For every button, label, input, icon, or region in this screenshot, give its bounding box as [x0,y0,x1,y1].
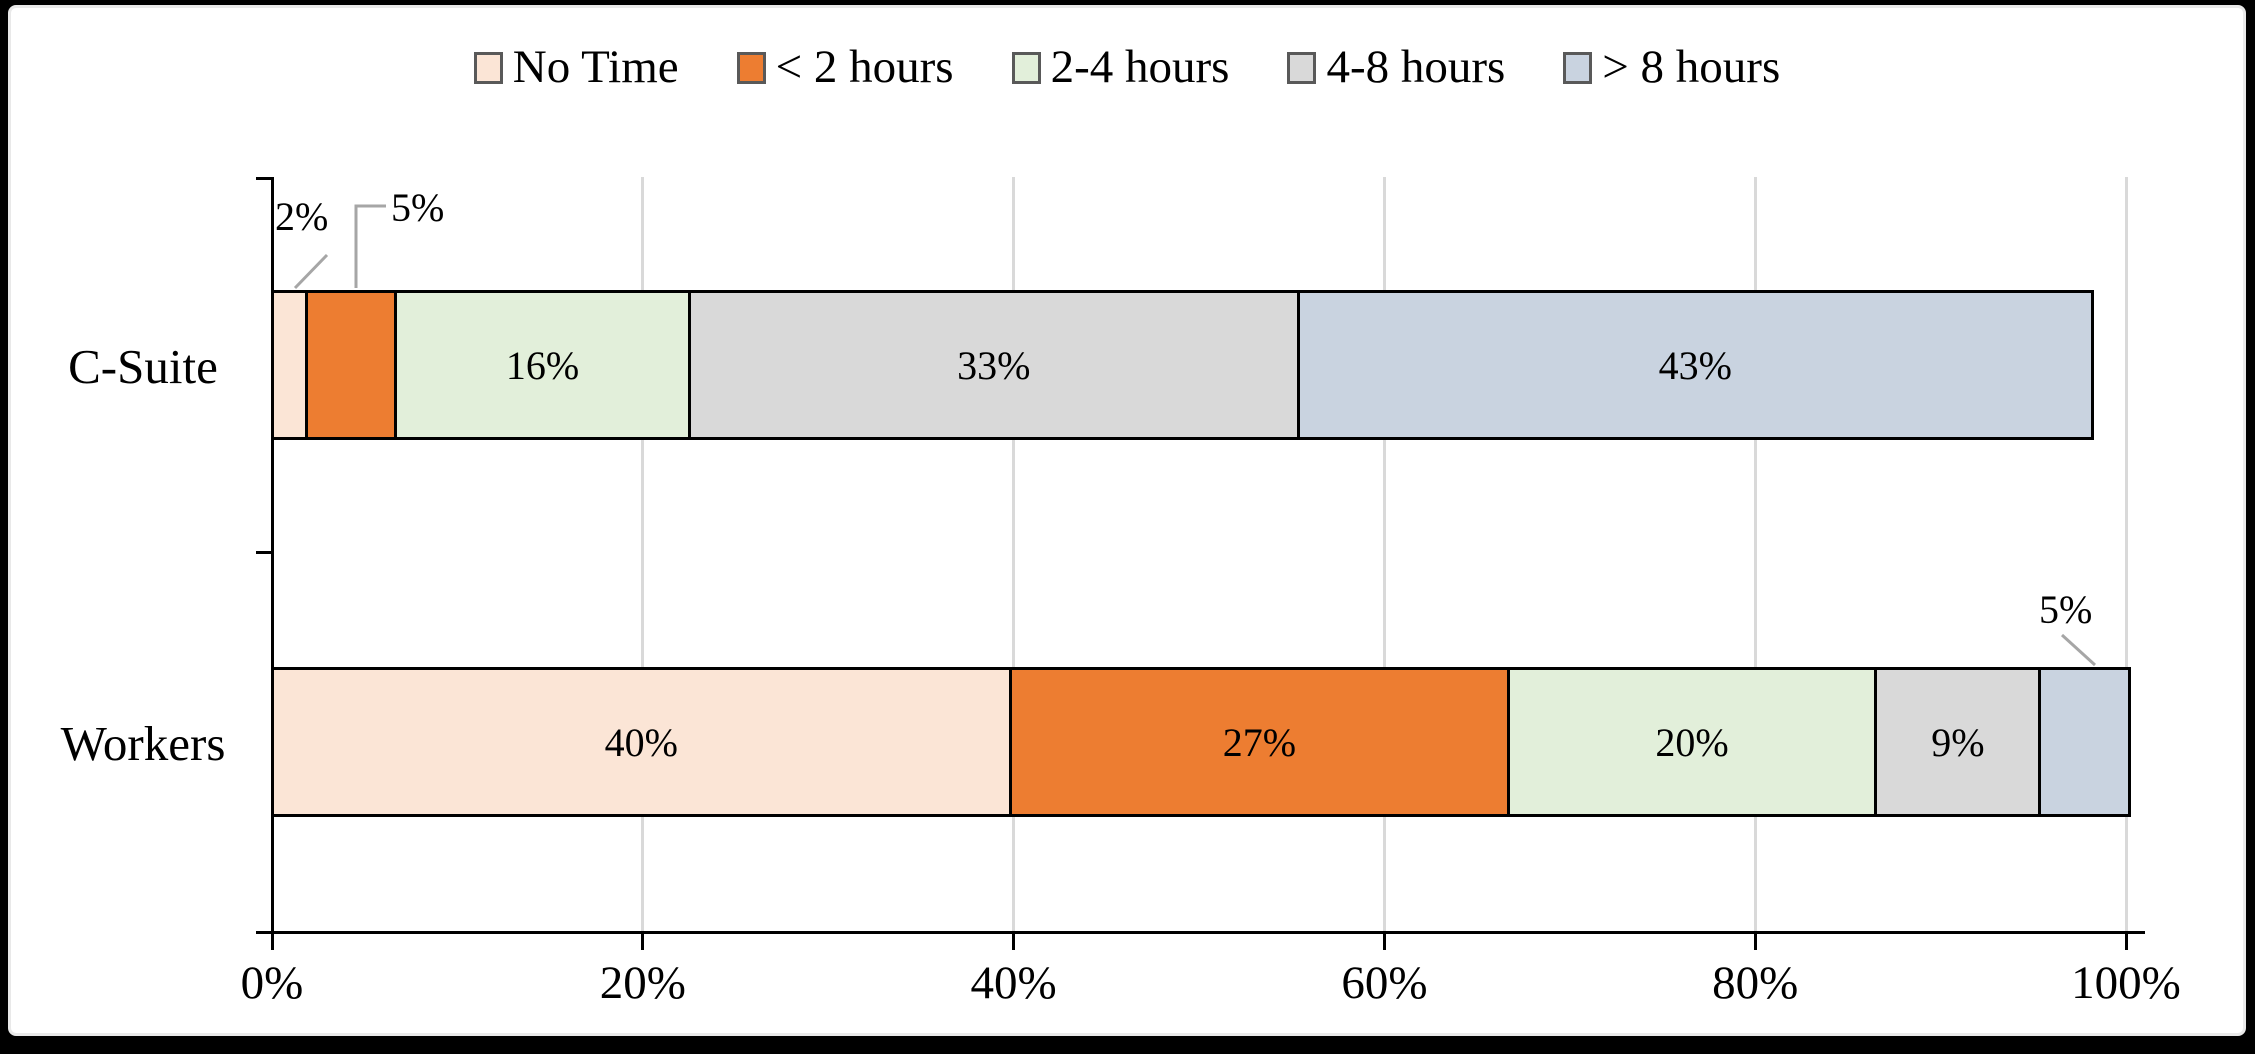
legend-label: 2-4 hours [1050,41,1230,93]
stacked-bar-workers: 40% 27% 20% 9% [270,667,2132,817]
category-label: Workers [60,716,226,771]
data-label: 43% [1658,342,1732,388]
bar-segment: 27% [1009,667,1510,817]
leader-line [354,204,386,288]
leader-line [293,253,329,290]
gridline [641,177,645,931]
category-label: C-Suite [68,339,218,394]
x-axis-tick [1753,931,1757,950]
legend-label: 4-8 hours [1326,41,1506,93]
callout-data-label: 5% [391,185,445,230]
gridline [1753,177,1757,931]
y-axis-category-tick [256,551,272,554]
x-axis-tick-label: 80% [1712,957,1799,1009]
gridline [2124,177,2128,931]
legend-item: No Time [473,41,679,93]
x-axis-tick [1012,931,1016,950]
x-axis-tick [270,931,274,950]
leader-line [2060,633,2097,667]
bar-segment: 40% [270,667,1013,817]
bar-segment: 43% [1296,290,2094,440]
data-label: 40% [604,719,678,765]
x-axis-tick [2124,931,2128,950]
x-axis-tick-label: 100% [2071,957,2181,1009]
callout-data-label: 5% [2039,587,2093,632]
chart-legend: No Time < 2 hours 2-4 hours 4-8 hours > 8 ho… [11,44,2243,91]
y-axis-category-tick [256,177,272,180]
bar-segment [2038,667,2132,817]
legend-item: < 2 hours [736,41,954,93]
bar-segment: 16% [394,290,691,440]
legend-item: 2-4 hours [1011,41,1230,93]
y-axis-category-tick [256,931,272,934]
x-axis-tick-label: 60% [1341,957,1428,1009]
x-axis-tick-label: 0% [240,957,304,1009]
legend-label: No Time [512,41,679,93]
legend-swatch-icon [1563,51,1593,84]
callout-leader-lines [293,204,2097,667]
legend-swatch-icon [1011,51,1041,84]
chart-canvas: No Time < 2 hours 2-4 hours 4-8 hours > 8 ho… [8,5,2246,1036]
bar-segment [304,290,398,440]
bar-segment: 9% [1874,667,2042,817]
data-label: 33% [957,342,1031,388]
legend-label: < 2 hours [775,41,954,93]
x-axis-tick-label: 40% [970,957,1057,1009]
stacked-bar-c-suite: 16% 33% 43% [270,290,2094,440]
legend-item: 4-8 hours [1287,44,1505,91]
gridline [1382,177,1386,931]
callout-data-label: 2% [275,194,329,239]
y-axis-line [270,177,274,934]
legend-swatch-icon [473,51,503,84]
data-label: 20% [1655,719,1729,765]
x-axis-line [256,931,2145,934]
x-axis-tick [1382,931,1386,950]
x-axis-tick [641,931,645,950]
bar-segment: 20% [1506,667,1878,817]
legend-item: > 8 hours [1563,44,1780,91]
data-label: 9% [1931,719,1985,765]
data-label: 16% [505,342,580,388]
bar-segment [270,290,308,440]
bar-segment: 33% [687,290,1300,440]
gridline [1012,177,1016,931]
x-axis-tick-label: 20% [599,957,686,1009]
data-label: 27% [1222,719,1297,765]
legend-swatch-icon [736,51,766,84]
legend-label: > 8 hours [1602,41,1781,93]
legend-swatch-icon [1287,51,1317,84]
